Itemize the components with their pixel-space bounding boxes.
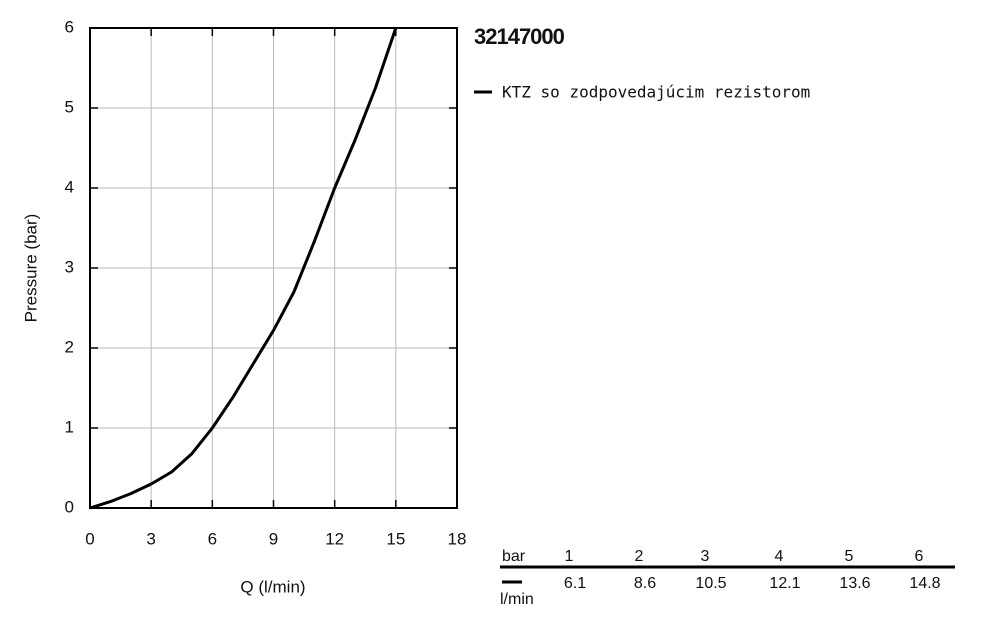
- y-tick-label: 3: [65, 257, 74, 276]
- y-tick-label: 2: [65, 337, 74, 356]
- table-column: 2: [635, 548, 644, 565]
- table-column: 3: [701, 548, 710, 565]
- table-column: 1: [565, 548, 574, 565]
- table-column: 6: [915, 548, 924, 565]
- x-tick-label: 0: [85, 529, 94, 548]
- x-tick-label: 9: [269, 529, 278, 548]
- legend-label: KTZ so zodpovedajúcim rezistorom: [502, 83, 810, 102]
- table-unit: l/min: [500, 591, 534, 608]
- table-value: 13.6: [839, 575, 870, 592]
- table-value: 6.1: [564, 575, 586, 592]
- table-value: 10.5: [695, 575, 726, 592]
- y-tick-label: 0: [65, 497, 74, 516]
- table-header: bar: [502, 548, 526, 565]
- y-tick-label: 1: [65, 417, 74, 436]
- y-tick-label: 5: [65, 97, 74, 116]
- plot-frame: [89, 27, 458, 509]
- x-tick-label: 12: [325, 529, 344, 548]
- table-value: 14.8: [909, 575, 940, 592]
- chart-title: 32147000: [474, 24, 565, 49]
- table-value: 8.6: [634, 575, 656, 592]
- y-axis-label: Pressure (bar): [21, 214, 40, 323]
- table-column: 4: [775, 548, 784, 565]
- x-axis-label: Q (l/min): [240, 577, 305, 596]
- y-tick-label: 4: [65, 177, 74, 196]
- x-tick-label: 15: [386, 529, 405, 548]
- x-tick-label: 18: [448, 529, 467, 548]
- table-value: 12.1: [769, 575, 800, 592]
- x-tick-label: 6: [208, 529, 217, 548]
- x-tick-label: 3: [146, 529, 155, 548]
- data-line: [89, 27, 398, 510]
- y-tick-label: 6: [65, 17, 74, 36]
- table-column: 5: [845, 548, 854, 565]
